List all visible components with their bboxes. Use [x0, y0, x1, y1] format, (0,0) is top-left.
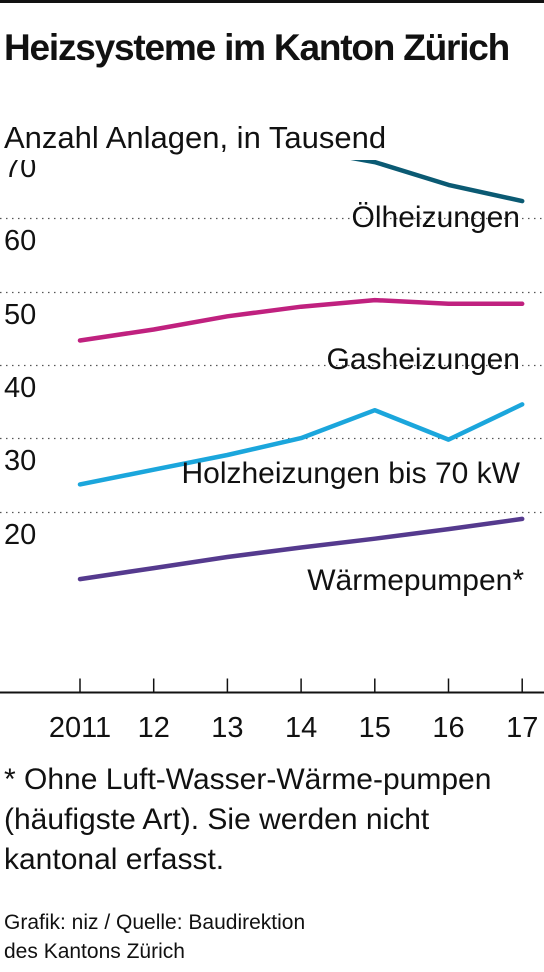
x-tick-label-13: 13 — [211, 712, 243, 744]
footnote: * Ohne Luft-Wasser-Wärme-pumpen (häufigs… — [4, 763, 492, 876]
y-tick-label-50: 50 — [4, 299, 36, 331]
series-line-4 — [77, 516, 525, 582]
x-tick-label-12: 12 — [138, 712, 170, 744]
series-line-3 — [77, 402, 525, 487]
line-chart: 203040506070802011121314151617Ölheizunge… — [0, 160, 544, 744]
series-label-3: Holzheizungen bis 70 kW — [181, 457, 520, 490]
y-tick-label-40: 40 — [4, 372, 36, 404]
source-line-2: des Kantons Zürich — [4, 940, 185, 963]
series-label-2: Gasheizungen — [327, 343, 520, 376]
series-line-2 — [77, 297, 525, 343]
source-credit: Grafik: niz / Quelle: Baudirektion des K… — [4, 908, 540, 966]
y-tick-label-70: 70 — [4, 160, 36, 184]
x-tick-label-17: 17 — [506, 712, 538, 744]
x-tick-label-14: 14 — [285, 712, 317, 744]
y-tick-label-20: 20 — [4, 519, 36, 551]
x-tick-label-2011: 2011 — [49, 712, 111, 744]
x-tick-label-16: 16 — [432, 712, 464, 744]
y-tick-label-30: 30 — [4, 445, 36, 477]
source-line-1: Grafik: niz / Quelle: Baudirektion — [4, 911, 306, 934]
x-tick-label-15: 15 — [359, 712, 391, 744]
y-tick-label-60: 60 — [4, 225, 36, 257]
series-line-1 — [350, 160, 525, 204]
series-label-4: Wärmepumpen* — [307, 564, 524, 597]
chart-subtitle: Anzahl Anlagen, in Tausend — [4, 120, 387, 155]
chart-title: Heizsysteme im Kanton Zürich — [4, 27, 510, 68]
series-label-1: Ölheizungen — [352, 201, 520, 234]
top-rule — [0, 0, 544, 3]
